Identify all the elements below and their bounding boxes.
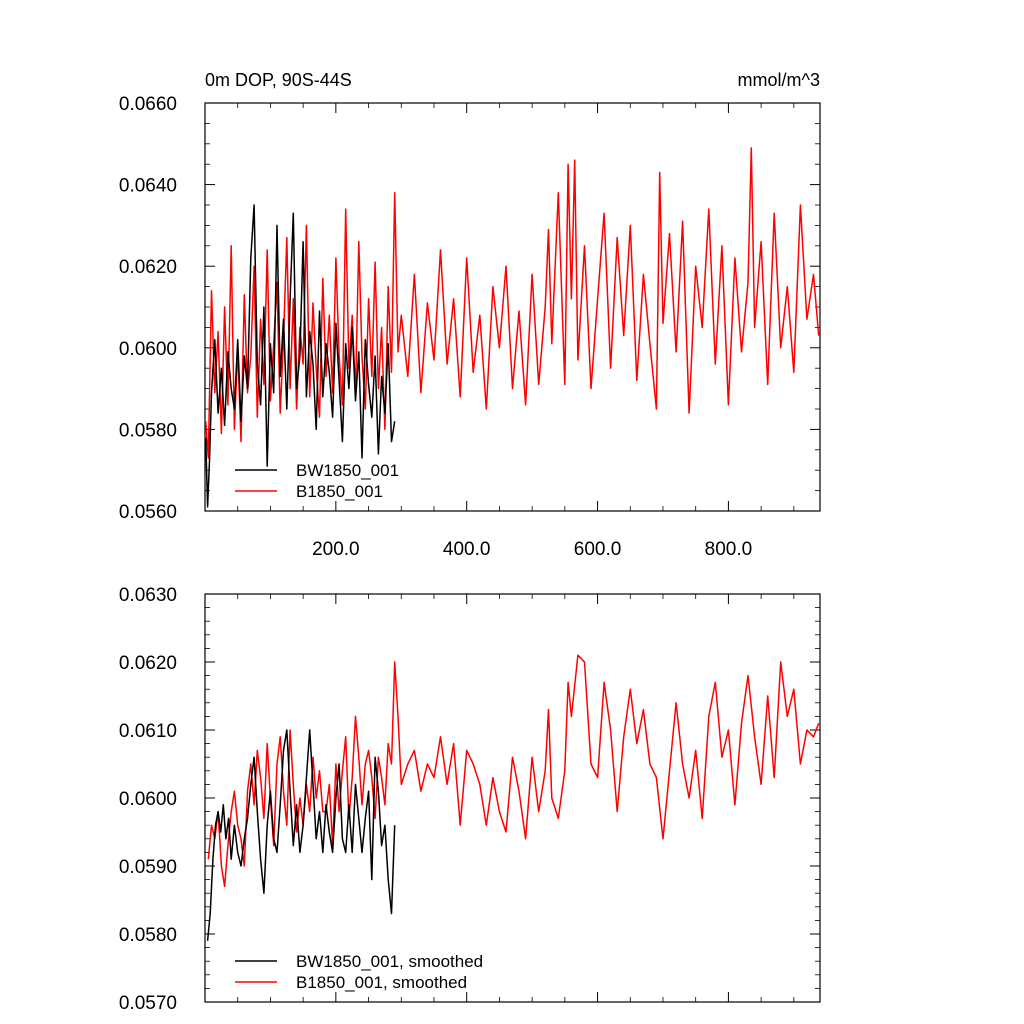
x-tick-label: 600.0 <box>574 539 622 560</box>
top-panel: 0m DOP, 90S-44S mmol/m^3 0.05600.05800.0… <box>119 70 821 560</box>
y-tick-label: 0.0620 <box>119 257 177 278</box>
y-tick-label: 0.0620 <box>119 653 177 674</box>
plot-frame-top <box>204 102 821 512</box>
y-tick-label: 0.0580 <box>119 420 177 441</box>
bottom-panel: 0.0570 0.0580 0.0590 0.0600 0.0610 0.0620 0.06… <box>119 585 821 1014</box>
x-tick-label: 400.0 <box>443 539 491 560</box>
y-tick-label: 0.0630 <box>119 585 177 606</box>
y-tick-label: 0.0590 <box>119 857 177 878</box>
chart-title-units: mmol/m^3 <box>738 70 820 90</box>
legend-label-bw1850: BW1850_001 <box>296 461 399 480</box>
x-tick-label: 200.0 <box>312 539 360 560</box>
bottom-axis-ticks: 0.0570 0.0580 0.0590 0.0600 0.0610 0.0620 0.06… <box>119 585 820 1014</box>
y-tick-label: 0.0560 <box>119 502 177 523</box>
y-tick-label: 0.0640 <box>119 176 177 197</box>
top-axis-ticks: 0.0560 0.0580 0.0600 0.0620 0.0640 0.0660 200.… <box>119 94 820 560</box>
legend-label-b1850-smoothed: B1850_001, smoothed <box>296 973 467 992</box>
y-tick-label: 0.0570 <box>119 993 177 1014</box>
top-series-group <box>204 147 820 508</box>
y-tick-label: 0.0600 <box>119 339 177 360</box>
series-line-bottom-b1850 <box>207 654 820 888</box>
chart-title-left: 0m DOP, 90S-44S <box>205 70 352 90</box>
x-tick-label: 800.0 <box>705 539 753 560</box>
y-tick-label: 0.0580 <box>119 925 177 946</box>
y-tick-label: 0.0600 <box>119 789 177 810</box>
legend-label-b1850: B1850_001 <box>296 482 383 501</box>
series-line-top-b1850 <box>204 147 820 459</box>
bottom-series-group <box>206 654 820 941</box>
y-tick-label: 0.0610 <box>119 721 177 742</box>
bottom-legend: BW1850_001, smoothed B1850_001, smoothed <box>235 952 483 992</box>
legend-label-bw1850-smoothed: BW1850_001, smoothed <box>296 952 483 971</box>
y-tick-label: 0.0660 <box>119 94 177 115</box>
top-legend: BW1850_001 B1850_001 <box>235 461 399 501</box>
series-line-bottom-bw1850 <box>206 729 396 941</box>
plot-frame-bottom <box>204 593 821 1003</box>
series-line-top-bw1850 <box>204 204 396 508</box>
